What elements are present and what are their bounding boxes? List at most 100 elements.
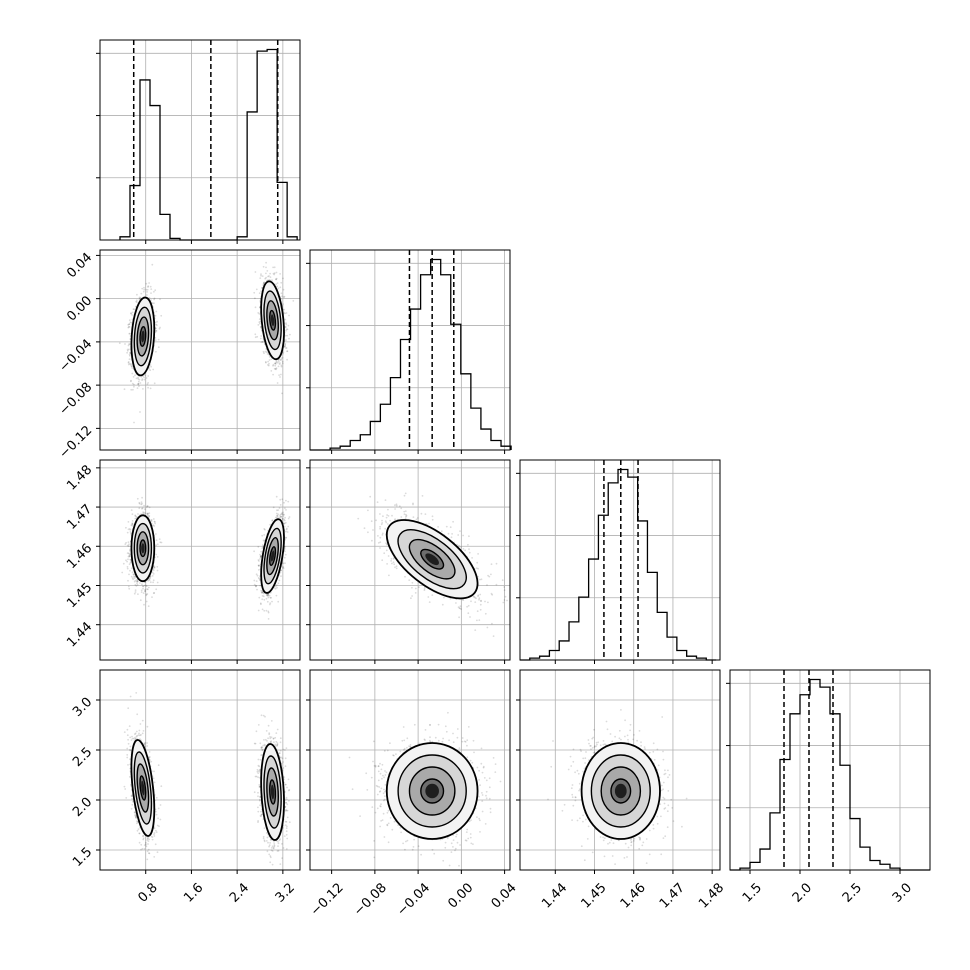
sample-point (143, 376, 146, 379)
sample-point (263, 352, 265, 355)
sample-point (156, 569, 159, 572)
sample-point (258, 318, 261, 320)
sample-point (263, 534, 266, 536)
sample-point (268, 275, 270, 277)
sample-point (131, 577, 134, 579)
sample-point (279, 376, 281, 378)
sample-point (285, 347, 288, 349)
sample-point (154, 521, 156, 523)
sample-point (160, 314, 163, 317)
sample-point (272, 373, 274, 376)
sample-point (142, 290, 145, 293)
sample-point (285, 328, 288, 331)
sample-point (147, 579, 150, 582)
sample-point (130, 567, 133, 570)
hist-panel-3 (726, 669, 931, 871)
hist-frame (309, 249, 511, 451)
sample-point (130, 363, 133, 365)
sample-point (267, 360, 269, 363)
sample-point (132, 388, 134, 391)
sample-point (126, 552, 129, 554)
sample-point (276, 382, 279, 384)
sample-point (132, 574, 135, 576)
contour-line (266, 300, 279, 341)
sample-point (286, 358, 288, 361)
sample-point (284, 325, 287, 328)
sample-point (266, 270, 269, 272)
sample-point (134, 579, 137, 582)
sample-point (143, 584, 146, 587)
contour-line (263, 290, 282, 351)
density-peak (270, 314, 275, 327)
sample-point (281, 360, 284, 363)
sample-point (155, 330, 158, 332)
contour-line (260, 280, 285, 361)
sample-point (283, 519, 286, 522)
sample-point (127, 555, 130, 558)
sample-point (134, 514, 137, 517)
sample-point (126, 531, 129, 534)
sample-point (158, 538, 161, 540)
sample-point (263, 281, 265, 284)
sample-point (275, 278, 278, 281)
sample-point (118, 342, 121, 345)
sample-point (153, 525, 156, 527)
sample-point (150, 288, 153, 290)
sample-point (279, 498, 282, 501)
sample-point (260, 603, 262, 606)
sample-point (155, 350, 157, 353)
sample-point (135, 515, 138, 518)
sample-point (155, 329, 157, 332)
sample-point (148, 579, 151, 582)
sample-point (285, 528, 288, 531)
sample-point (154, 522, 157, 525)
sample-point (135, 585, 138, 587)
sample-point (150, 299, 152, 301)
sample-point (127, 326, 130, 329)
sample-point (139, 582, 141, 584)
sample-point (286, 328, 289, 331)
sample-point (267, 596, 270, 599)
sample-point (275, 283, 277, 286)
sample-point (263, 282, 265, 285)
sample-point (258, 321, 261, 323)
sample-point (259, 277, 262, 279)
sample-point (157, 338, 160, 341)
sample-point (292, 300, 295, 302)
sample-point (126, 351, 128, 354)
sample-point (153, 297, 156, 300)
sample-point (147, 512, 149, 515)
sample-point (127, 361, 130, 363)
sample-point (139, 297, 141, 300)
sample-point (142, 511, 145, 514)
sample-point (272, 266, 274, 269)
sample-point (141, 583, 143, 586)
sample-point (140, 292, 143, 295)
sample-point (261, 341, 264, 343)
sample-point (131, 523, 134, 526)
sample-point (280, 281, 283, 284)
sample-point (148, 297, 151, 299)
sample-point (155, 310, 158, 313)
sample-point (145, 377, 148, 379)
sample-point (137, 383, 140, 385)
sample-point (275, 361, 277, 364)
sample-point (147, 586, 150, 589)
sample-point (132, 308, 135, 310)
sample-point (126, 349, 129, 352)
sample-point (282, 303, 284, 305)
sample-point (273, 272, 276, 274)
sample-point (151, 571, 154, 574)
sample-point (143, 603, 145, 606)
sample-point (156, 320, 159, 323)
sample-point (269, 523, 271, 526)
sample-point (152, 569, 155, 571)
sample-point (131, 522, 134, 525)
sample-point (131, 367, 134, 369)
sample-point (137, 378, 140, 380)
sample-point (281, 392, 283, 395)
sample-point (267, 275, 269, 278)
sample-point (144, 512, 147, 515)
sample-point (266, 600, 269, 603)
sample-point (285, 329, 287, 332)
